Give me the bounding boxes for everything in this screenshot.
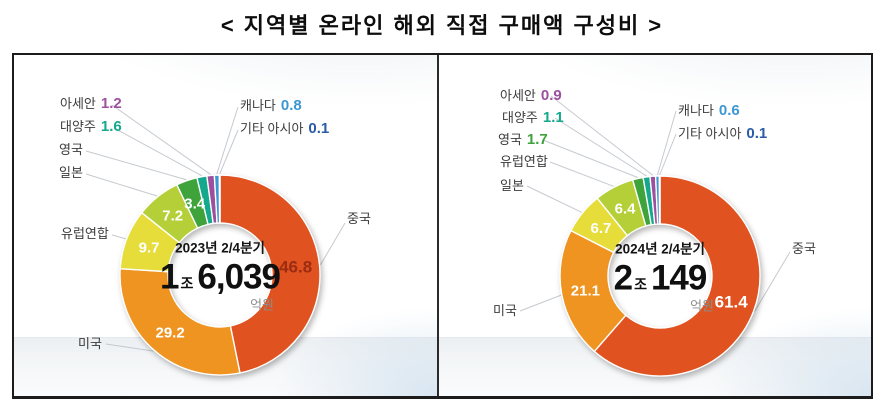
region-name: 유럽연합	[500, 154, 548, 169]
leader-line	[113, 127, 202, 177]
leader-line	[85, 173, 158, 197]
region-label-2: 일본	[500, 178, 524, 194]
region-label-1: 미국	[493, 303, 517, 319]
region-label-7: 캐나다 0.6	[678, 103, 740, 119]
slice-value-label: 9.7	[139, 240, 160, 257]
region-value: 0.9	[540, 87, 562, 104]
region-label-6: 아세안 1.2	[60, 96, 122, 112]
slice-0	[219, 174, 321, 374]
region-label-8: 기타 아시아 0.1	[240, 121, 329, 137]
donut-center-label: 2024년 2/4분기 2 조 149 억원	[580, 238, 740, 315]
region-value: 1.6	[100, 118, 122, 135]
region-value: 0.8	[280, 97, 302, 114]
leader-line	[549, 161, 614, 187]
region-name: 아세안	[500, 88, 536, 103]
slice-8	[218, 174, 221, 224]
slice-value-label: 61.4	[715, 293, 749, 312]
figure-title: < 지역별 온라인 해외 직접 구매액 구성비 >	[220, 13, 664, 38]
eok-unit: 억원	[690, 298, 714, 314]
region-label-6: 아세안 0.9	[500, 88, 562, 104]
region-value: 0.1	[308, 120, 330, 137]
jo-unit: 조	[180, 275, 194, 292]
region-label-5: 대양주 1.1	[502, 110, 564, 126]
slice-1	[119, 267, 241, 376]
region-name: 일본	[500, 178, 524, 193]
donut-chart-2024: 61.421.16.76.4	[519, 95, 791, 377]
region-value: 1.1	[542, 109, 564, 126]
leader-line	[219, 129, 239, 175]
region-name: 캐나다	[678, 103, 714, 118]
leader-line	[754, 251, 791, 312]
region-name: 아세안	[60, 96, 96, 111]
region-name: 기타 아시아	[240, 121, 304, 136]
slice-value-label: 6.4	[615, 201, 637, 218]
period-label: 2024년 2/4분기	[615, 241, 705, 257]
region-label-5: 대양주 1.6	[60, 119, 122, 135]
region-value: 1.2	[100, 95, 122, 112]
region-name: 캐나다	[240, 98, 276, 113]
leader-line	[111, 104, 211, 175]
leader-line	[542, 139, 638, 178]
region-label-1: 미국	[78, 336, 102, 352]
donut-center-label: 2023년 2/4분기 1 조 6,039 억원	[140, 237, 300, 314]
leader-line	[216, 106, 239, 175]
chart-frame: 46.8 29.2 9.7 7.2 3.4 2023년 2/4분기 1 조 6,039 …	[12, 53, 873, 399]
region-name: 대양주	[60, 119, 96, 134]
region-label-4: 영국	[59, 142, 83, 158]
slice-0	[593, 175, 761, 377]
eok-unit: 억원	[250, 297, 274, 313]
region-value: 1.7	[526, 131, 548, 148]
region-name: 미국	[493, 303, 517, 318]
leader-line	[554, 117, 647, 177]
region-label-3: 유럽연합	[500, 154, 548, 170]
amount-jo: 2	[613, 258, 633, 298]
leader-line	[105, 343, 154, 352]
leader-line	[656, 110, 677, 176]
region-label-8: 기타 아시아 0.1	[678, 126, 767, 142]
amount-eok: 6,039	[197, 257, 281, 297]
region-name: 중국	[792, 241, 816, 256]
slice-value-label: 6.7	[591, 220, 612, 237]
slice-value-label: 7.2	[162, 208, 183, 225]
region-label-4: 영국 1.7	[498, 132, 548, 148]
leader-line	[550, 95, 654, 176]
region-label-3: 일본	[59, 165, 83, 181]
region-value: 0.1	[746, 125, 768, 142]
leader-line	[659, 133, 677, 176]
region-label-7: 캐나다 0.8	[240, 98, 302, 114]
amount-eok: 149	[650, 258, 707, 298]
leader-line	[85, 150, 187, 181]
region-name: 유럽연합	[61, 226, 109, 241]
leader-line	[111, 234, 126, 240]
slice-value-label: 46.8	[279, 257, 312, 276]
region-value: 0.6	[718, 102, 740, 119]
region-name: 미국	[78, 336, 102, 351]
jo-unit: 조	[634, 276, 647, 293]
region-name: 영국	[59, 142, 83, 157]
region-name: 기타 아시아	[678, 126, 742, 141]
leader-line	[320, 222, 346, 266]
region-name: 중국	[347, 211, 371, 226]
slice-value-label: 3.4	[184, 195, 206, 212]
total-amount: 1 조 6,039	[140, 258, 300, 298]
region-label-2: 유럽연합	[61, 226, 109, 242]
region-name: 대양주	[502, 110, 538, 125]
region-name: 일본	[59, 165, 83, 180]
slice-value-label: 29.2	[155, 324, 184, 341]
region-label-0: 중국	[347, 211, 371, 227]
donut-panel-2024: 61.4 21.1 6.7 6.4 2024년 2/4분기 2 조 149 억원 중국…	[439, 55, 871, 396]
donut-chart-2023: 46.8 29.2 9.77.23.4	[85, 104, 346, 376]
amount-jo: 1	[160, 257, 179, 297]
period-label: 2023년 2/4분기	[175, 240, 265, 256]
leader-line	[526, 185, 582, 213]
region-name: 영국	[498, 132, 522, 147]
leader-line	[519, 294, 562, 312]
donut-panel-2023: 46.8 29.2 9.7 7.2 3.4 2023년 2/4분기 1 조 6,039 …	[14, 55, 439, 396]
slice-8	[658, 175, 661, 225]
total-amount: 2 조 149	[580, 259, 740, 299]
slice-value-label: 21.1	[571, 282, 600, 299]
region-label-0: 중국	[792, 241, 816, 257]
